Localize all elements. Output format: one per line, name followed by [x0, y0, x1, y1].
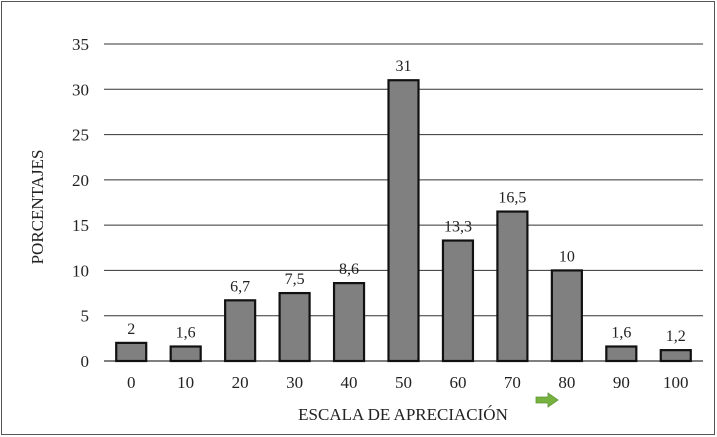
data-label: 1,6: [176, 325, 196, 342]
y-tick-label: 10: [72, 261, 89, 280]
bars: [115, 79, 692, 363]
y-axis-ticks: 0 5 10 15 20 25 30 35: [72, 35, 89, 371]
bar-100: [659, 349, 692, 363]
bar-50: [387, 79, 420, 363]
y-tick-label: 20: [72, 171, 89, 190]
bar-30: [278, 291, 311, 363]
bar-20: [224, 299, 257, 363]
data-labels: 2 1,6 6,7 7,5 8,6 31 13,3 16,5 10 1,6 1,2: [127, 58, 686, 345]
y-tick-label: 25: [72, 126, 89, 145]
bar-80: [550, 269, 583, 363]
y-tick-label: 35: [72, 35, 89, 54]
y-tick-label: 15: [72, 216, 89, 235]
x-tick-label: 40: [341, 373, 358, 392]
bar-40: [332, 282, 366, 363]
data-label: 13,3: [444, 219, 472, 236]
x-tick-label: 70: [504, 373, 521, 392]
data-label: 31: [396, 58, 412, 75]
x-tick-label: 60: [449, 373, 466, 392]
x-tick-label: 50: [395, 373, 412, 392]
x-axis-ticks: 0 10 20 30 40 50 60 70 80 90 100: [127, 373, 689, 392]
data-label: 2: [127, 321, 135, 338]
y-tick-label: 30: [72, 80, 89, 99]
bar-60: [441, 239, 475, 363]
x-tick-label: 80: [558, 373, 575, 392]
data-label: 16,5: [498, 190, 526, 207]
bar-0: [115, 341, 148, 363]
data-label: 1,2: [666, 328, 686, 345]
bar-10: [169, 345, 202, 363]
data-label: 8,6: [339, 261, 359, 278]
data-label: 6,7: [230, 278, 250, 295]
y-tick-label: 0: [81, 352, 90, 371]
bar-90: [605, 345, 638, 363]
x-axis-title: ESCALA DE APRECIACIÓN: [298, 405, 508, 424]
bar-70: [496, 210, 529, 363]
x-tick-label: 100: [663, 373, 689, 392]
y-tick-label: 5: [81, 307, 90, 326]
data-label: 10: [559, 248, 575, 265]
data-label: 7,5: [285, 271, 305, 288]
x-tick-label: 10: [177, 373, 194, 392]
x-tick-label: 30: [286, 373, 303, 392]
data-label: 1,6: [611, 325, 631, 342]
right-arrow-icon: [535, 392, 559, 408]
x-tick-label: 90: [613, 373, 630, 392]
x-tick-label: 20: [232, 373, 249, 392]
y-axis-title: PORCENTAJES: [28, 150, 47, 265]
x-tick-label: 0: [127, 373, 136, 392]
